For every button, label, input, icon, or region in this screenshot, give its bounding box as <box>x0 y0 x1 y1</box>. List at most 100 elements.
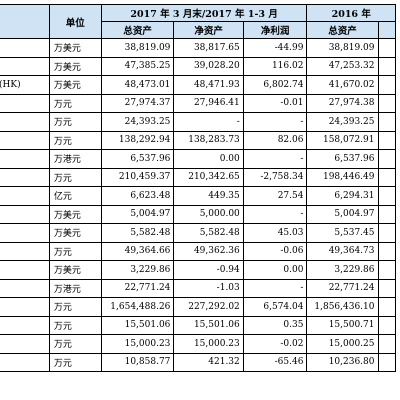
cut-off-cell <box>377 186 396 206</box>
total-assets-cell: 47,385.25 <box>100 56 175 76</box>
total-assets-cell: 6,623.48 <box>100 186 175 206</box>
net-profit-cell: 6,802.74 <box>242 75 308 95</box>
net-profit-cell: 6,574.04 <box>242 297 308 317</box>
net-profit-header: 净利润 <box>242 21 308 39</box>
net-assets-cell: 49,362.36 <box>173 241 244 261</box>
row-label: (HK) <box>0 75 50 95</box>
row-label <box>0 315 50 335</box>
unit-cell: 万港元 <box>48 278 102 298</box>
total-assets-2016-cell: 3,229.86 <box>306 260 379 280</box>
net-assets-cell: 39,028.20 <box>173 56 244 76</box>
total-assets-cell: 15,501.06 <box>100 315 175 335</box>
total-assets-header: 总资产 <box>100 21 175 39</box>
unit-cell: 万美元 <box>48 56 102 76</box>
net-assets-header: 净资产 <box>173 21 244 39</box>
row-label <box>0 149 50 169</box>
total-assets-cell: 38,819.09 <box>100 38 175 58</box>
net-assets-cell: 449.35 <box>173 186 244 206</box>
total-assets-2016-cell: 5,004.97 <box>306 204 379 224</box>
row-label <box>0 278 50 298</box>
table-row: 万元 49,364.66 49,362.36 -0.06 49,364.73 <box>0 241 396 261</box>
unit-cell: 万元 <box>48 130 102 150</box>
cut-off-cell <box>377 38 396 58</box>
unit-cell: 万美元 <box>48 260 102 280</box>
period-2016-header: 2016 年 <box>306 4 396 22</box>
unit-cell: 万元 <box>48 352 102 372</box>
table-row: 万元 15,000.23 15,000.23 -0.02 15,000.25 <box>0 334 396 354</box>
name-column-header <box>0 4 50 39</box>
row-label <box>0 186 50 206</box>
unit-cell: 万美元 <box>48 204 102 224</box>
net-assets-cell: -0.94 <box>173 260 244 280</box>
period-2017-header: 2017 年 3 月末/2017 年 1-3 月 <box>100 4 308 22</box>
total-assets-cell: 27,974.37 <box>100 93 175 113</box>
header-row-subcols: 总资产 净资产 净利润 总资产 <box>0 21 396 39</box>
unit-cell: 万元 <box>48 112 102 132</box>
cut-off-cell <box>377 315 396 335</box>
table-row: 万美元 5,582.48 5,582.48 45.03 5,537.45 <box>0 223 396 243</box>
row-label <box>0 93 50 113</box>
total-assets-2016-cell: 41,670.02 <box>306 75 379 95</box>
net-profit-cell: 0.35 <box>242 315 308 335</box>
net-profit-cell: - <box>242 149 308 169</box>
net-profit-cell: -65.46 <box>242 352 308 372</box>
total-assets-cell: 10,858.77 <box>100 352 175 372</box>
net-profit-cell: 45.03 <box>242 223 308 243</box>
net-assets-cell: 5,000.00 <box>173 204 244 224</box>
cut-off-cell <box>377 334 396 354</box>
cut-off-cell <box>377 149 396 169</box>
row-label <box>0 38 50 58</box>
cut-off-cell <box>377 93 396 113</box>
net-assets-cell: 48,471.93 <box>173 75 244 95</box>
total-assets-2016-cell: 6,294.31 <box>306 186 379 206</box>
total-assets-2016-cell: 1,856,436.10 <box>306 297 379 317</box>
net-assets-cell: 421.32 <box>173 352 244 372</box>
total-assets-2016-cell: 47,253.32 <box>306 56 379 76</box>
unit-column-header: 单位 <box>48 4 102 39</box>
total-assets-2016-cell: 24,393.25 <box>306 112 379 132</box>
table-row: 万港元 6,537.96 0.00-6,537.96 <box>0 149 396 169</box>
net-assets-cell: - <box>173 112 244 132</box>
table-row: 万美元 3,229.86 -0.94 0.00 3,229.86 <box>0 260 396 280</box>
unit-cell: 万元 <box>48 297 102 317</box>
header-row-periods: 单位 2017 年 3 月末/2017 年 1-3 月 2016 年 <box>0 4 396 39</box>
row-label <box>0 352 50 372</box>
total-assets-cell: 15,000.23 <box>100 334 175 354</box>
unit-cell: 万元 <box>48 334 102 354</box>
unit-cell: 万元 <box>48 93 102 113</box>
table-row: 万美元 47,385.25 39,028.20 116.02 47,253.32 <box>0 56 396 76</box>
total-assets-2016-cell: 6,537.96 <box>306 149 379 169</box>
total-assets-cell: 6,537.96 <box>100 149 175 169</box>
table-row: 万元 27,974.37 27,946.41 -0.01 27,974.38 <box>0 93 396 113</box>
total-assets-cell: 5,582.48 <box>100 223 175 243</box>
net-profit-cell: -0.02 <box>242 334 308 354</box>
net-assets-cell: -1.03 <box>173 278 244 298</box>
net-profit-cell: 116.02 <box>242 56 308 76</box>
row-label <box>0 130 50 150</box>
cut-off-header <box>377 21 396 39</box>
row-label <box>0 167 50 187</box>
row-label <box>0 204 50 224</box>
cut-off-cell <box>377 130 396 150</box>
total-assets-cell: 1,654,488.26 <box>100 297 175 317</box>
table-body: 万美元 38,819.09 38,817.65 -44.99 38,819.09 万美元 4… <box>0 38 396 372</box>
net-profit-cell: 27.54 <box>242 186 308 206</box>
unit-cell: 万元 <box>48 167 102 187</box>
row-label <box>0 260 50 280</box>
net-profit-cell: 0.00 <box>242 260 308 280</box>
total-assets-2016-cell: 27,974.38 <box>306 93 379 113</box>
cut-off-cell <box>377 241 396 261</box>
net-assets-cell: 38,817.65 <box>173 38 244 58</box>
total-assets-cell: 210,459.37 <box>100 167 175 187</box>
table-row: (HK) 万美元 48,473.01 48,471.93 6,802.74 41,670.… <box>0 75 396 95</box>
net-profit-cell: - <box>242 204 308 224</box>
table-row: 万元 210,459.37 210,342.65 -2,758.34 198,446.4… <box>0 167 396 187</box>
unit-cell: 亿元 <box>48 186 102 206</box>
net-profit-cell: -2,758.34 <box>242 167 308 187</box>
total-assets-2016-cell: 15,000.25 <box>306 334 379 354</box>
total-assets-2016-cell: 198,446.49 <box>306 167 379 187</box>
net-assets-cell: 0.00 <box>173 149 244 169</box>
row-label <box>0 241 50 261</box>
total-assets-cell: 3,229.86 <box>100 260 175 280</box>
cut-off-cell <box>377 352 396 372</box>
